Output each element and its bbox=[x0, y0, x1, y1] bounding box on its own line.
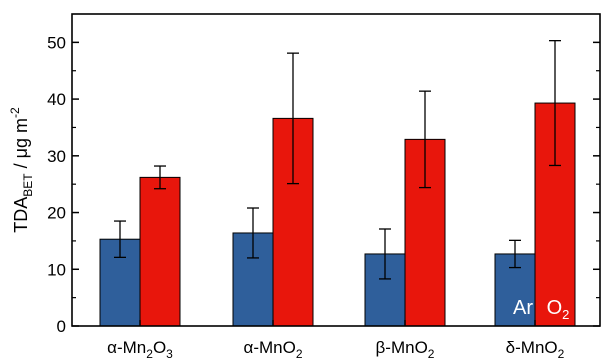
y-axis-title-rest: / μg m bbox=[11, 118, 31, 173]
error-bar-ar-2 bbox=[379, 228, 391, 280]
error-bar-ar-0 bbox=[114, 220, 126, 259]
y-tick-label-2: 20 bbox=[47, 204, 66, 223]
legend-label-o2: O2 bbox=[547, 297, 570, 322]
bar-o2-0 bbox=[139, 176, 181, 327]
x-category-label-3: δ-MnO2 bbox=[506, 338, 565, 361]
legend-label-ar: Ar bbox=[513, 297, 533, 319]
x-axis-labels: α-Mn2O3 α-MnO2 β-MnO2 δ-MnO2 bbox=[107, 338, 565, 361]
x-category-label-2: β-MnO2 bbox=[376, 338, 435, 361]
y-tick-label-0: 0 bbox=[57, 317, 66, 336]
x-category-label-1: α-MnO2 bbox=[243, 338, 302, 361]
y-tick-label-1: 10 bbox=[47, 260, 66, 279]
plot-frame bbox=[71, 13, 601, 327]
y-tick-label-4: 40 bbox=[47, 90, 66, 109]
error-bar-o2-3 bbox=[549, 40, 561, 167]
axis-ticks: 0 10 20 30 40 50 bbox=[47, 33, 600, 336]
y-tick-label-3: 30 bbox=[47, 147, 66, 166]
error-bar-o2-2 bbox=[419, 90, 431, 189]
legend-label-o2-main: O bbox=[547, 297, 563, 319]
y-axis-title-sup: -2 bbox=[8, 107, 22, 118]
y-axis-title-main: TDA bbox=[11, 197, 31, 233]
error-bar-o2-0 bbox=[154, 165, 166, 190]
x-category-label-0: α-Mn2O3 bbox=[107, 338, 173, 361]
error-bars-layer bbox=[114, 40, 561, 280]
y-axis-title-sub: BET bbox=[21, 173, 35, 197]
error-bar-o2-1 bbox=[287, 52, 299, 185]
error-bar-ar-1 bbox=[247, 207, 259, 259]
error-bar-ar-3 bbox=[509, 239, 521, 269]
y-axis-title: TDABET / μg m-2 bbox=[8, 107, 35, 233]
bars-layer bbox=[99, 102, 576, 327]
y-tick-label-5: 50 bbox=[47, 33, 66, 52]
legend-label-o2-sub: 2 bbox=[562, 307, 569, 322]
